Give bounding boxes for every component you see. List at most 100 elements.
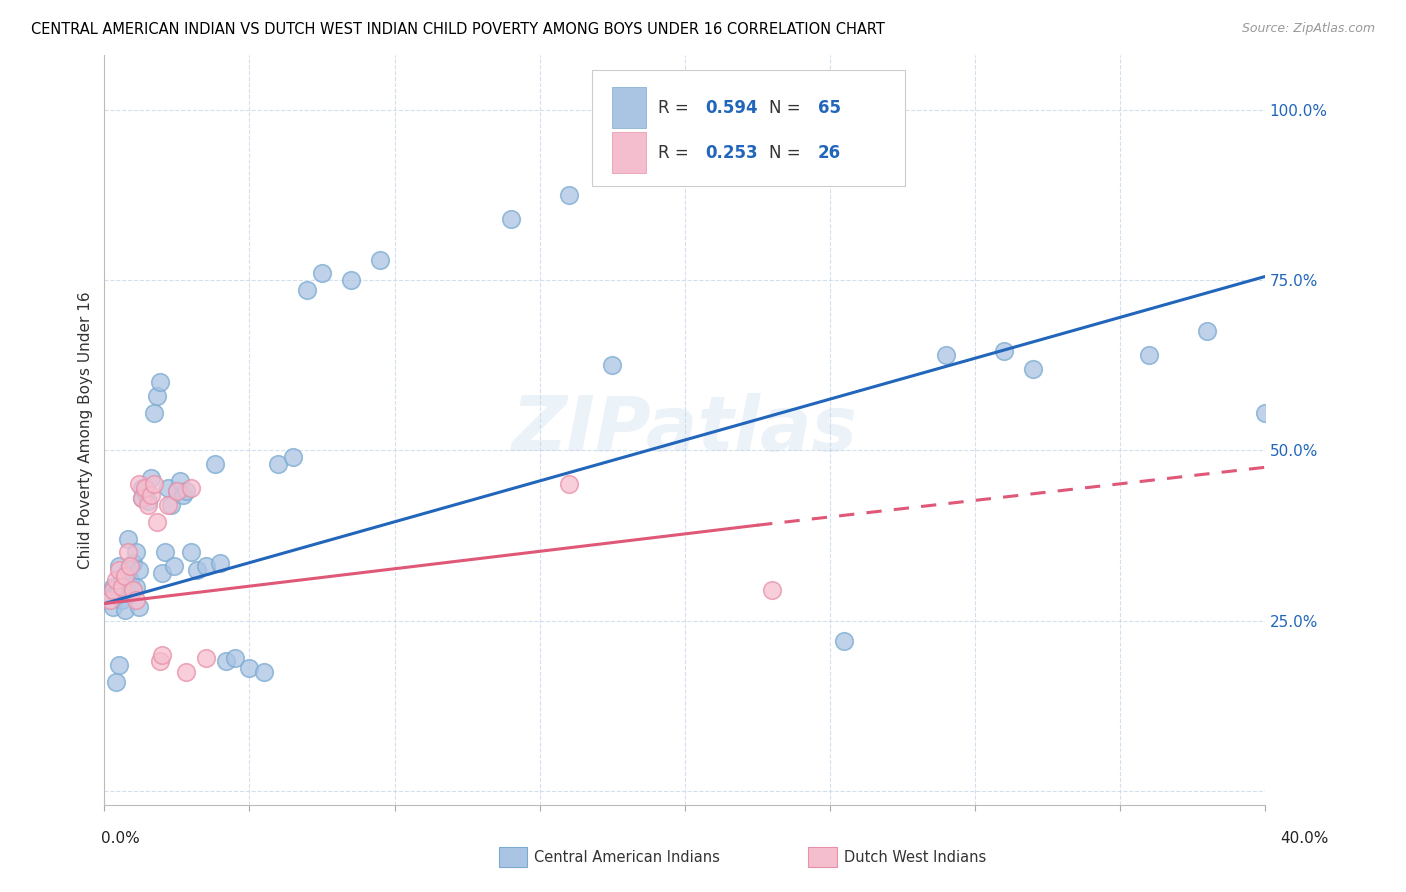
Point bbox=[101, 599, 124, 614]
Point bbox=[169, 474, 191, 488]
Point bbox=[180, 545, 202, 559]
Point bbox=[155, 545, 177, 559]
FancyBboxPatch shape bbox=[612, 87, 647, 128]
Point bbox=[157, 498, 180, 512]
Point bbox=[789, 95, 811, 110]
Text: 40.0%: 40.0% bbox=[1281, 831, 1329, 847]
Point bbox=[267, 457, 290, 471]
Point bbox=[166, 484, 188, 499]
Point bbox=[111, 593, 134, 607]
FancyBboxPatch shape bbox=[612, 132, 647, 173]
Point bbox=[122, 556, 145, 570]
Point bbox=[148, 655, 170, 669]
Point bbox=[215, 655, 238, 669]
Text: N =: N = bbox=[769, 144, 806, 161]
Point bbox=[104, 586, 127, 600]
Point bbox=[1254, 406, 1277, 420]
Point bbox=[108, 562, 131, 576]
Point bbox=[186, 562, 208, 576]
Point bbox=[238, 661, 260, 675]
Point bbox=[1137, 348, 1160, 362]
Point bbox=[117, 532, 139, 546]
Point bbox=[111, 580, 134, 594]
Point bbox=[120, 559, 142, 574]
Point bbox=[104, 573, 127, 587]
Point bbox=[368, 252, 391, 267]
Point bbox=[101, 582, 124, 597]
Point bbox=[311, 266, 333, 280]
Point bbox=[142, 406, 165, 420]
Point bbox=[117, 545, 139, 559]
Point bbox=[128, 562, 150, 576]
Point bbox=[128, 477, 150, 491]
FancyBboxPatch shape bbox=[592, 70, 905, 186]
Text: R =: R = bbox=[658, 144, 695, 161]
Point bbox=[174, 665, 197, 679]
Point bbox=[125, 580, 148, 594]
Point bbox=[136, 494, 159, 508]
Point bbox=[174, 484, 197, 499]
Text: Source: ZipAtlas.com: Source: ZipAtlas.com bbox=[1241, 22, 1375, 36]
Point bbox=[142, 477, 165, 491]
Point bbox=[557, 187, 579, 202]
Point bbox=[935, 348, 957, 362]
Point bbox=[114, 580, 136, 594]
Text: 0.0%: 0.0% bbox=[101, 831, 141, 847]
Point bbox=[125, 593, 148, 607]
Text: N =: N = bbox=[769, 99, 806, 117]
Point bbox=[281, 450, 304, 464]
Point bbox=[139, 470, 162, 484]
Point bbox=[224, 651, 246, 665]
Point bbox=[104, 674, 127, 689]
Point bbox=[108, 559, 131, 574]
Point bbox=[125, 545, 148, 559]
Point bbox=[108, 657, 131, 672]
Point bbox=[160, 498, 183, 512]
Point bbox=[120, 586, 142, 600]
Point bbox=[340, 273, 363, 287]
Point bbox=[832, 634, 855, 648]
Point bbox=[297, 283, 319, 297]
Point bbox=[134, 481, 156, 495]
Text: 26: 26 bbox=[818, 144, 841, 161]
Text: Dutch West Indians: Dutch West Indians bbox=[844, 850, 986, 864]
Point bbox=[172, 487, 194, 501]
Point bbox=[166, 484, 188, 499]
Point bbox=[131, 491, 153, 505]
Text: 65: 65 bbox=[818, 99, 841, 117]
Point bbox=[557, 477, 579, 491]
Point bbox=[148, 375, 170, 389]
Point bbox=[122, 582, 145, 597]
Point bbox=[253, 665, 276, 679]
Text: 0.253: 0.253 bbox=[706, 144, 758, 161]
Point bbox=[145, 389, 167, 403]
Point bbox=[98, 586, 121, 600]
Point bbox=[117, 562, 139, 576]
Y-axis label: Child Poverty Among Boys Under 16: Child Poverty Among Boys Under 16 bbox=[79, 291, 93, 569]
Point bbox=[111, 573, 134, 587]
Point bbox=[134, 484, 156, 499]
Point bbox=[600, 358, 623, 372]
Point bbox=[101, 580, 124, 594]
Point bbox=[128, 599, 150, 614]
Point bbox=[114, 569, 136, 583]
Point bbox=[163, 559, 186, 574]
Point bbox=[157, 481, 180, 495]
Point bbox=[204, 457, 226, 471]
Point bbox=[993, 344, 1015, 359]
Point bbox=[145, 515, 167, 529]
Point bbox=[120, 573, 142, 587]
Text: 0.594: 0.594 bbox=[706, 99, 758, 117]
Text: R =: R = bbox=[658, 99, 695, 117]
Point bbox=[761, 582, 783, 597]
Point bbox=[1195, 324, 1218, 338]
Point bbox=[131, 491, 153, 505]
Point bbox=[139, 487, 162, 501]
Text: ZIPatlas: ZIPatlas bbox=[512, 392, 858, 467]
Point bbox=[152, 566, 174, 580]
Point bbox=[98, 593, 121, 607]
Point bbox=[194, 651, 217, 665]
Point bbox=[108, 582, 131, 597]
Point bbox=[131, 481, 153, 495]
Point bbox=[122, 582, 145, 597]
